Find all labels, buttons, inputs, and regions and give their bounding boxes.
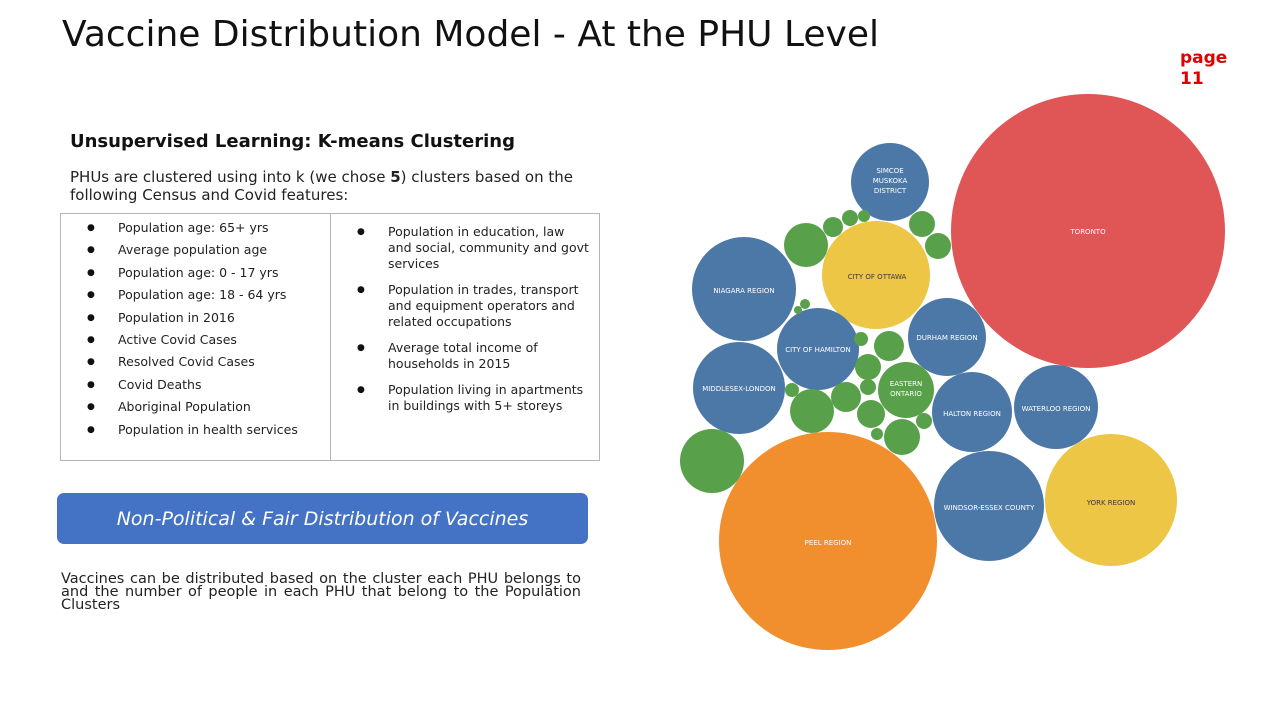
section-heading: Unsupervised Learning: K-means Clusterin… (70, 131, 515, 152)
bubble-city-of-ottawa (822, 221, 930, 329)
banner-text: Non-Political & Fair Distribution of Vac… (116, 507, 529, 530)
bubble-label: HALTON REGION (943, 410, 1001, 418)
bubble-toronto (951, 94, 1225, 368)
bubble-unlabeled (925, 233, 951, 259)
bubble-label: TORONTO (1069, 228, 1106, 236)
feature-list-left: Population age: 65+ yrsAverage populatio… (61, 220, 330, 444)
bubble-label: CITY OF HAMILTON (785, 346, 851, 354)
bubble-unlabeled (800, 299, 810, 309)
feature-left-item: Population in health services (61, 422, 330, 444)
feature-left-item: Population in 2016 (61, 310, 330, 332)
bubble-eastern-ontario (878, 362, 934, 418)
distribution-banner: Non-Political & Fair Distribution of Vac… (57, 493, 588, 544)
feature-left-item: Covid Deaths (61, 377, 330, 399)
bubble-unlabeled (831, 382, 861, 412)
feature-left-item: Average population age (61, 242, 330, 264)
bubble-unlabeled (857, 400, 885, 428)
feature-right-item: Population in trades, transport and equi… (331, 282, 599, 330)
bubble-middlesex-london (693, 342, 785, 434)
slide-title: Vaccine Distribution Model - At the PHU … (62, 14, 879, 55)
bubble-city-of-hamilton (777, 308, 859, 390)
k-value: 5 (390, 168, 401, 186)
feature-left-item: Population age: 18 - 64 yrs (61, 287, 330, 309)
feature-left-item: Resolved Covid Cases (61, 354, 330, 376)
bubble-unlabeled (784, 223, 828, 267)
bubble-label: WINDSOR-ESSEX COUNTY (944, 504, 1035, 512)
bubble-unlabeled (858, 210, 870, 222)
bubble-halton-region (932, 372, 1012, 452)
conclusion-text: Vaccines can be distributed based on the… (61, 571, 581, 613)
bubble-unlabeled (823, 217, 843, 237)
bubble-label: MIDDLESEX-LONDON (702, 385, 776, 393)
bubble-durham-region (908, 298, 986, 376)
feature-list-right: Population in education, law and social,… (331, 224, 599, 414)
bubble-label: WATERLOO REGION (1022, 405, 1091, 413)
bubble-unlabeled (790, 389, 834, 433)
bubble-simcoe-muskoka-district (851, 143, 929, 221)
feature-left-item: Aboriginal Population (61, 399, 330, 421)
bubble-waterloo-region (1014, 365, 1098, 449)
bubble-peel-region (719, 432, 937, 650)
bubble-unlabeled (909, 211, 935, 237)
feature-left-item: Population age: 65+ yrs (61, 220, 330, 242)
bubble-unlabeled (785, 383, 799, 397)
feature-right-item: Population in education, law and social,… (331, 224, 599, 272)
feature-left-item: Active Covid Cases (61, 332, 330, 354)
bubble-unlabeled (794, 306, 802, 314)
bubble-label: EASTERN ONTARIO (890, 380, 923, 398)
feature-right-item: Population living in apartments in build… (331, 382, 599, 414)
page-number: 11 (1180, 69, 1204, 89)
bubble-unlabeled (842, 210, 858, 226)
bubble-windsor-essex-county (934, 451, 1044, 561)
bubble-label: NIAGARA REGION (713, 287, 774, 295)
bubble-unlabeled (680, 429, 744, 493)
page-label: page (1180, 48, 1228, 68)
bubble-unlabeled (854, 332, 868, 346)
bubble-york-region (1045, 434, 1177, 566)
bubble-unlabeled (884, 419, 920, 455)
feature-column-right: Population in education, law and social,… (331, 214, 599, 460)
page-indicator: page 11 (1180, 48, 1240, 90)
feature-column-left: Population age: 65+ yrsAverage populatio… (61, 214, 331, 460)
bubble-unlabeled (871, 428, 883, 440)
bubble-unlabeled (855, 354, 881, 380)
feature-left-item: Population age: 0 - 17 yrs (61, 265, 330, 287)
bubble-niagara-region (692, 237, 796, 341)
bubble-unlabeled (916, 413, 932, 429)
feature-right-item: Average total income of households in 20… (331, 340, 599, 372)
feature-table: Population age: 65+ yrsAverage populatio… (60, 213, 600, 461)
bubble-unlabeled (874, 331, 904, 361)
bubble-label: YORK REGION (1086, 499, 1136, 507)
bubble-label: SIMCOE MUSKOKA DISTRICT (873, 167, 908, 195)
bubble-label: DURHAM REGION (916, 334, 977, 342)
bubble-label: PEEL REGION (805, 539, 852, 547)
intro-text-after: ) clusters based on the following Census… (70, 168, 573, 204)
intro-text: PHUs are clustered using into k (we chos… (70, 168, 590, 204)
bubble-label: CITY OF OTTAWA (848, 273, 907, 281)
bubble-unlabeled (860, 379, 876, 395)
intro-text-before: PHUs are clustered using into k (we chos… (70, 168, 391, 186)
